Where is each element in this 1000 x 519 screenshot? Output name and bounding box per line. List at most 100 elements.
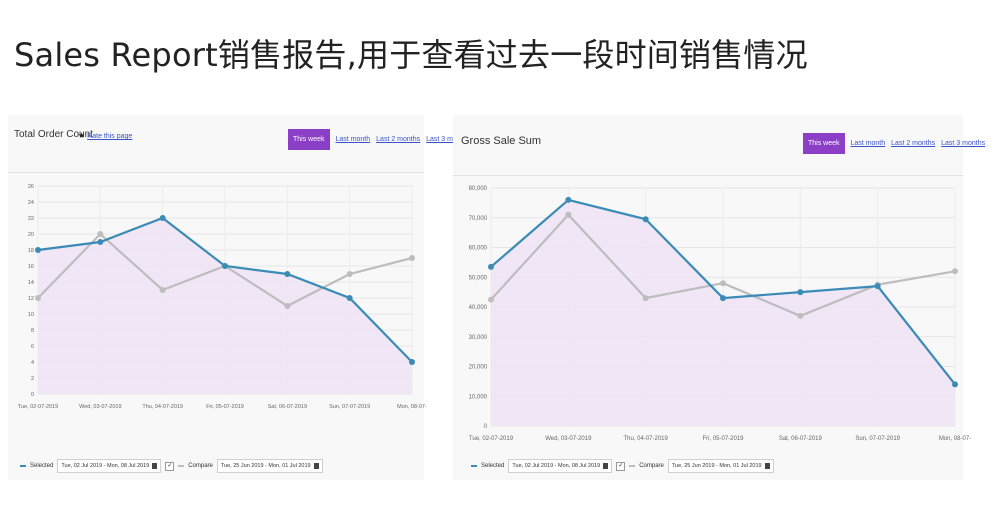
compare-point xyxy=(284,303,291,309)
compare-point xyxy=(346,271,353,277)
gross-sale-panel: Gross Sale Sum This week Last month Last… xyxy=(453,115,985,480)
compare-label: Compare xyxy=(188,463,213,469)
y-tick-label: 14 xyxy=(28,280,34,286)
y-tick-label: 30,000 xyxy=(469,335,488,341)
x-tick-label: Wed, 03-07-2019 xyxy=(79,404,121,410)
y-tick-label: 4 xyxy=(31,360,34,366)
range-last-month-link[interactable]: Last month xyxy=(335,136,371,143)
y-tick-label: 24 xyxy=(28,200,34,206)
compare-point xyxy=(797,312,804,319)
rate-page-link[interactable]: ★ Rate this page xyxy=(78,131,132,140)
x-tick-label: Sun, 07-07-2019 xyxy=(855,436,900,442)
calendar-icon xyxy=(152,463,158,469)
range-this-week-button[interactable]: This week xyxy=(288,129,330,150)
compare-range-text: Tue, 25 Jun 2019 - Mon, 01 Jul 2019 xyxy=(671,463,762,469)
selected-swatch xyxy=(20,465,26,467)
divider xyxy=(453,175,963,176)
calendar-icon xyxy=(603,463,609,469)
y-tick-label: 40,000 xyxy=(469,305,488,311)
y-tick-label: 0 xyxy=(484,424,488,430)
compare-swatch xyxy=(629,465,636,467)
range-this-week-button[interactable]: This week xyxy=(803,133,845,154)
chart-legend: Selected Tue, 02 Jul 2019 - Mon, 08 Jul … xyxy=(20,459,323,473)
compare-point xyxy=(720,280,726,287)
range-last-2-months-link[interactable]: Last 2 months xyxy=(376,136,421,143)
y-tick-label: 26 xyxy=(28,184,34,190)
selected-point xyxy=(409,359,415,365)
y-tick-label: 50,000 xyxy=(469,275,488,281)
compare-point xyxy=(642,295,649,302)
compare-date-range-picker[interactable]: Tue, 25 Jun 2019 - Mon, 01 Jul 2019 xyxy=(667,459,774,473)
order-count-panel: Total Order Count ★ Rate this page This w… xyxy=(8,115,470,480)
selected-point xyxy=(874,283,881,290)
compare-date-range-picker[interactable]: Tue, 25 Jun 2019 - Mon, 01 Jul 2019 xyxy=(216,459,323,473)
selected-point xyxy=(565,196,572,203)
x-tick-label: Tue, 02-07-2019 xyxy=(18,404,58,410)
selected-point xyxy=(952,381,958,388)
compare-point xyxy=(488,296,494,303)
x-tick-label: Mon, 08-07- xyxy=(397,404,427,410)
compare-point xyxy=(952,268,958,275)
range-last-month-link[interactable]: Last month xyxy=(850,140,886,147)
selected-point xyxy=(642,216,649,223)
compare-point xyxy=(159,287,166,293)
x-tick-label: Wed, 03-07-2019 xyxy=(545,436,592,442)
y-tick-label: 10 xyxy=(28,312,34,318)
y-tick-label: 16 xyxy=(28,264,34,270)
selected-label: Selected xyxy=(30,463,54,469)
compare-checkbox[interactable]: ✓ xyxy=(165,461,175,471)
x-tick-label: Sat, 06-07-2019 xyxy=(268,404,307,410)
x-tick-label: Fri, 05-07-2019 xyxy=(206,404,244,410)
compare-point xyxy=(97,231,104,237)
selected-point xyxy=(159,215,166,221)
compare-checkbox[interactable]: ✓ xyxy=(616,461,626,471)
selected-point xyxy=(720,295,726,302)
divider xyxy=(8,172,424,173)
rate-page-label: Rate this page xyxy=(87,133,133,140)
x-tick-label: Tue, 02-07-2019 xyxy=(469,436,514,442)
selected-point xyxy=(222,263,228,269)
selected-date-range-picker[interactable]: Tue, 02 Jul 2019 - Mon, 08 Jul 2019 xyxy=(508,459,613,473)
y-tick-label: 6 xyxy=(31,344,34,350)
y-tick-label: 80,000 xyxy=(469,186,488,192)
y-tick-label: 10,000 xyxy=(469,394,488,400)
y-tick-label: 8 xyxy=(31,328,34,334)
selected-point xyxy=(346,295,353,301)
range-last-3-months-link[interactable]: Last 3 months xyxy=(941,140,986,147)
compare-point xyxy=(565,211,572,218)
selected-date-range-picker[interactable]: Tue, 02 Jul 2019 - Mon, 08 Jul 2019 xyxy=(57,459,162,473)
selected-range-text: Tue, 02 Jul 2019 - Mon, 08 Jul 2019 xyxy=(61,463,150,469)
y-tick-label: 22 xyxy=(28,216,34,222)
calendar-icon xyxy=(313,463,319,469)
chart-legend: Selected Tue, 02 Jul 2019 - Mon, 08 Jul … xyxy=(471,459,774,473)
chart-title: Total Order Count xyxy=(14,129,93,140)
y-tick-label: 2 xyxy=(31,376,34,382)
x-tick-label: Sat, 06-07-2019 xyxy=(779,436,823,442)
y-tick-label: 20,000 xyxy=(469,365,488,371)
range-last-3-months-link[interactable]: Last 3 months xyxy=(426,136,471,143)
star-icon: ★ xyxy=(78,131,86,140)
gross-sale-chart: 0 10,000 20,000 30,000 40,000 50,000 60,000 70,… xyxy=(469,186,972,442)
selected-label: Selected xyxy=(481,463,505,469)
selected-point xyxy=(797,289,804,296)
selected-range-text: Tue, 02 Jul 2019 - Mon, 08 Jul 2019 xyxy=(512,463,601,469)
y-tick-label: 60,000 xyxy=(469,246,488,252)
range-selector: This week Last month Last 2 months Last … xyxy=(803,133,985,154)
range-last-2-months-link[interactable]: Last 2 months xyxy=(891,140,936,147)
x-tick-label: Thu, 04-07-2019 xyxy=(623,436,668,442)
compare-point xyxy=(35,295,41,301)
y-tick-label: 0 xyxy=(31,392,34,398)
y-tick-label: 20 xyxy=(28,232,34,238)
x-tick-label: Sun, 07-07-2019 xyxy=(329,404,370,410)
selected-swatch xyxy=(471,465,477,467)
y-tick-label: 70,000 xyxy=(469,216,488,222)
compare-swatch xyxy=(178,465,185,467)
compare-label: Compare xyxy=(639,463,664,469)
selected-point xyxy=(35,247,41,253)
y-tick-label: 18 xyxy=(28,248,34,254)
range-selector: This week Last month Last 2 months Last … xyxy=(288,129,470,150)
compare-range-text: Tue, 25 Jun 2019 - Mon, 01 Jul 2019 xyxy=(220,463,311,469)
compare-point xyxy=(409,255,415,261)
selected-point xyxy=(488,263,494,270)
